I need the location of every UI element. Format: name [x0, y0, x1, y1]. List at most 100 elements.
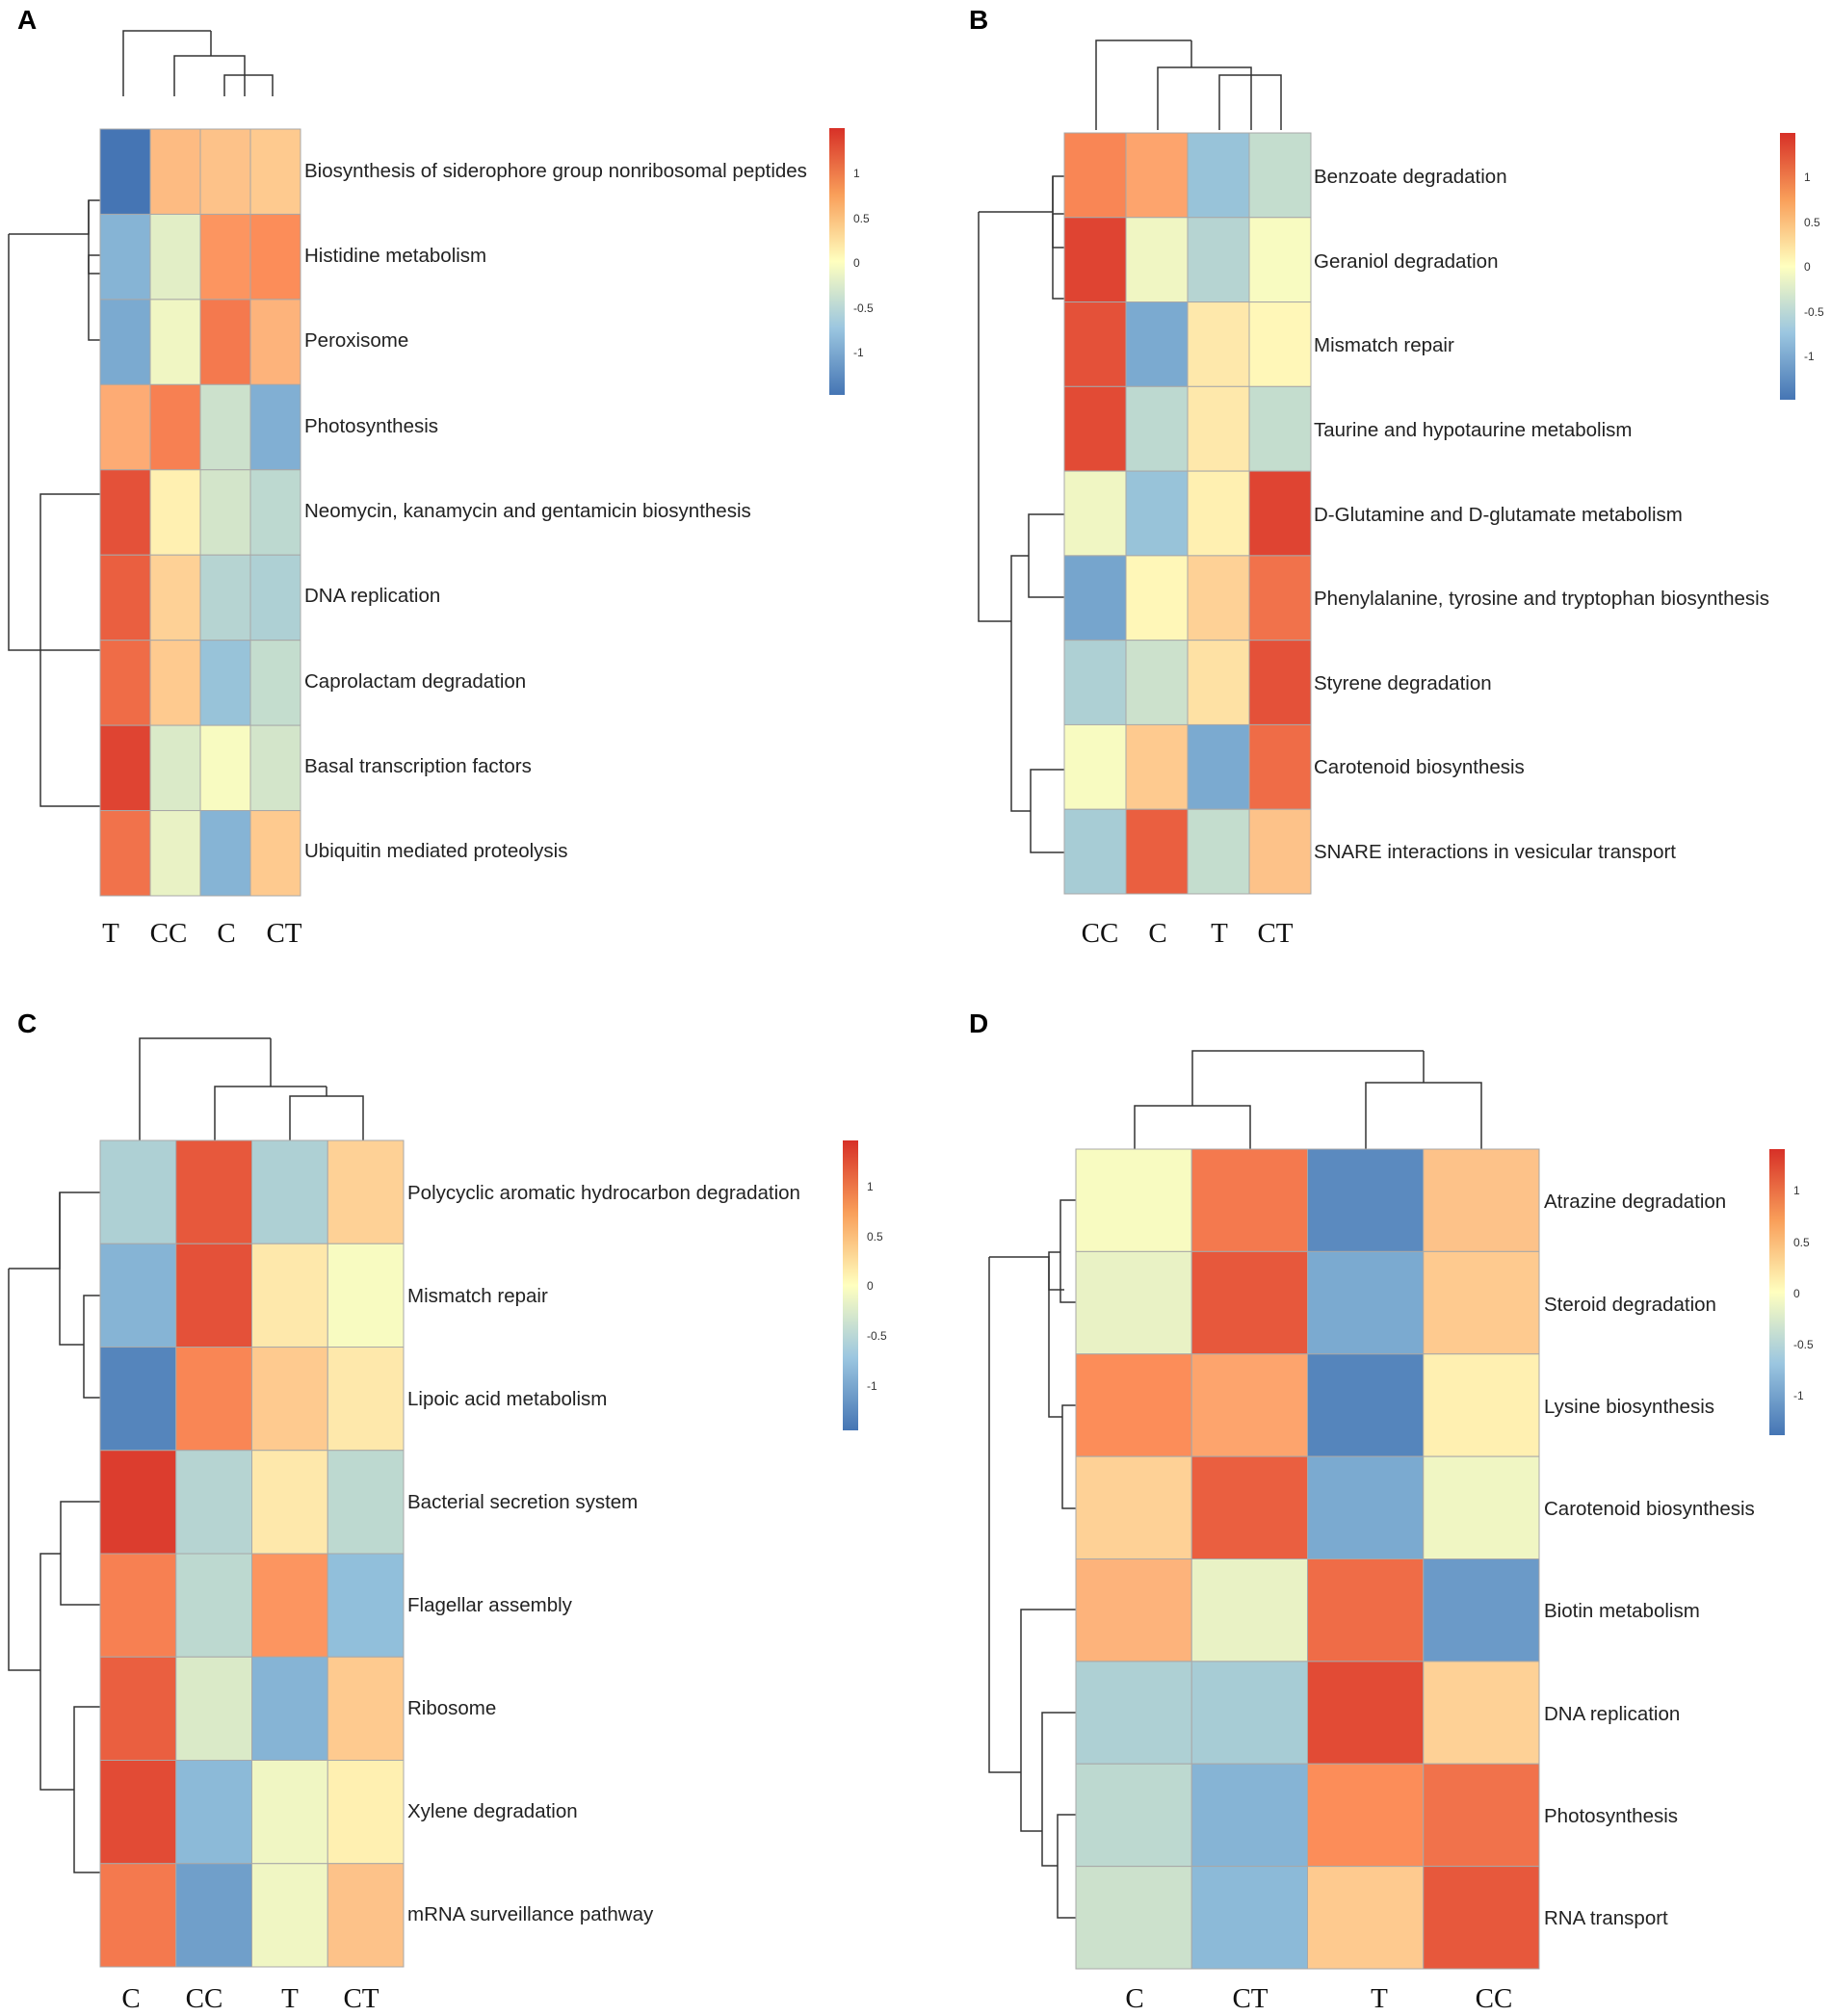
panel-d-legend-tick: -0.5: [1793, 1338, 1814, 1351]
heatmap-cell-b: [1125, 132, 1189, 219]
panel-c-row-label: Xylene degradation: [407, 1800, 578, 1822]
heatmap-cell-a: [249, 469, 301, 556]
panel-b-row-label: SNARE interactions in vesicular transpor…: [1314, 841, 1676, 863]
heatmap-cell-b: [1248, 723, 1312, 810]
panel-b-col-label: T: [1211, 918, 1228, 949]
heatmap-cell-a: [149, 299, 201, 385]
panel-b-color-legend: 1 0.5 0 -0.5 -1: [1780, 133, 1824, 400]
heatmap-cell-c: [99, 1863, 177, 1968]
panel-d-row-label: Biotin metabolism: [1544, 1600, 1700, 1622]
panel-a-row-label: Photosynthesis: [304, 415, 438, 437]
panel-d-row-label: DNA replication: [1544, 1703, 1680, 1725]
heatmap-cell-c: [99, 1243, 177, 1348]
heatmap-cell-c: [327, 1243, 405, 1348]
heatmap-cell-c: [327, 1139, 405, 1244]
heatmap-cell-b: [1187, 385, 1250, 472]
panel-b-row-label: D-Glutamine and D-glutamate metabolism: [1314, 504, 1683, 526]
heatmap-cell-a: [149, 213, 201, 301]
heatmap-cell-d: [1190, 1763, 1308, 1868]
heatmap-cell-b: [1187, 301, 1250, 387]
heatmap-cell-b: [1063, 723, 1127, 810]
panel-b-row-dendrogram: [978, 175, 1064, 853]
panel-b-legend-tick: 0.5: [1804, 216, 1820, 229]
heatmap-cell-b: [1063, 470, 1127, 557]
heatmap-cell-a: [149, 383, 201, 471]
panel-c-row-label: Lipoic acid metabolism: [407, 1388, 607, 1410]
heatmap-cell-b: [1248, 808, 1312, 895]
heatmap-cell-b: [1063, 640, 1127, 725]
panel-b-row-label: Taurine and hypotaurine metabolism: [1314, 419, 1632, 441]
heatmap-cell-c: [251, 1760, 328, 1865]
panel-c-row-label: Mismatch repair: [407, 1285, 548, 1307]
panel-d-col-label: C: [1125, 1983, 1143, 2014]
panel-a-column-dendrogram: [122, 30, 274, 96]
heatmap-cell-c: [251, 1139, 328, 1244]
heatmap-cell-a: [199, 469, 251, 556]
heatmap-cell-b: [1125, 217, 1189, 303]
panel-a-row-label: Neomycin, kanamycin and gentamicin biosy…: [304, 500, 751, 522]
panel-c-legend-tick: 1: [867, 1180, 874, 1193]
heatmap-cell-a: [99, 299, 151, 385]
heatmap-cell-b: [1248, 132, 1312, 219]
heatmap-cell-a: [249, 128, 301, 215]
panel-c-legend-tick: 0: [867, 1279, 874, 1293]
panel-a-legend-tick: -1: [853, 346, 864, 359]
heatmap-cell-d: [1423, 1250, 1540, 1355]
panel-a-row-dendrogram: [8, 199, 100, 807]
panel-c-label: C: [17, 1008, 37, 1038]
heatmap-cell-b: [1125, 385, 1189, 472]
heatmap-cell-a: [249, 724, 301, 812]
panel-c-legend-tick: -1: [867, 1379, 877, 1393]
heatmap-cell-b: [1248, 301, 1312, 387]
panel-c-column-labels: C CC T CT: [121, 1983, 379, 2014]
heatmap-cell-d: [1307, 1661, 1425, 1765]
panel-d: D Atrazine degradation Steroid d: [969, 1008, 1814, 2014]
heatmap-cell-d: [1190, 1866, 1308, 1970]
heatmap-cell-b: [1187, 808, 1250, 895]
panel-a-col-label: CC: [150, 918, 188, 949]
heatmap-cell-c: [327, 1553, 405, 1658]
heatmap-cell-c: [327, 1347, 405, 1452]
panel-c-row-label: Flagellar assembly: [407, 1594, 573, 1616]
heatmap-cell-d: [1423, 1661, 1540, 1765]
heatmap-cell-a: [149, 724, 201, 812]
panel-d-col-label: T: [1371, 1983, 1388, 2014]
heatmap-cell-d: [1075, 1250, 1192, 1355]
panel-d-col-label: CT: [1232, 1983, 1268, 2014]
heatmap-cell-b: [1187, 470, 1250, 557]
heatmap-cell-a: [199, 640, 251, 726]
panel-d-column-dendrogram: [1134, 1050, 1482, 1149]
panel-c-legend-bar: [843, 1140, 858, 1430]
panel-a-row-label: Ubiquitin mediated proteolysis: [304, 840, 567, 862]
heatmap-cell-a: [99, 128, 151, 215]
heatmap-cell-a: [199, 213, 251, 301]
heatmap-cell-c: [175, 1553, 252, 1658]
panel-a-row-labels: Biosynthesis of siderophore group nonrib…: [304, 160, 807, 862]
panel-b-col-label: CT: [1257, 918, 1293, 949]
heatmap-cell-d: [1423, 1455, 1540, 1560]
panel-a-col-label: CT: [266, 918, 301, 949]
heatmap-cell-d: [1423, 1866, 1540, 1970]
panel-d-row-label: Steroid degradation: [1544, 1294, 1716, 1316]
heatmap-cell-d: [1307, 1455, 1425, 1560]
panel-a-color-legend: 1 0.5 0 -0.5 -1: [829, 128, 874, 395]
heatmap-cell-d: [1075, 1148, 1192, 1252]
heatmap-cell-b: [1063, 301, 1127, 387]
panel-a-row-label: Histidine metabolism: [304, 245, 486, 267]
heatmap-cell-b: [1248, 555, 1312, 641]
heatmap-cell-b: [1248, 470, 1312, 557]
panel-b-column-dendrogram: [1095, 39, 1282, 130]
panel-a-legend-bar: [829, 128, 845, 395]
heatmap-cell-d: [1190, 1558, 1308, 1663]
panel-b-row-label: Styrene degradation: [1314, 672, 1492, 694]
panel-b-label: B: [969, 5, 988, 35]
heatmap-cell-c: [175, 1760, 252, 1865]
heatmap-cell-c: [251, 1553, 328, 1658]
heatmap-cell-c: [175, 1139, 252, 1244]
panel-a-legend-tick: 0: [853, 256, 860, 270]
heatmap-cell-c: [251, 1656, 328, 1761]
heatmap-cell-c: [99, 1656, 177, 1761]
heatmap-cell-a: [149, 469, 201, 556]
panel-b-col-label: CC: [1082, 918, 1119, 949]
heatmap-cell-a: [199, 810, 251, 897]
